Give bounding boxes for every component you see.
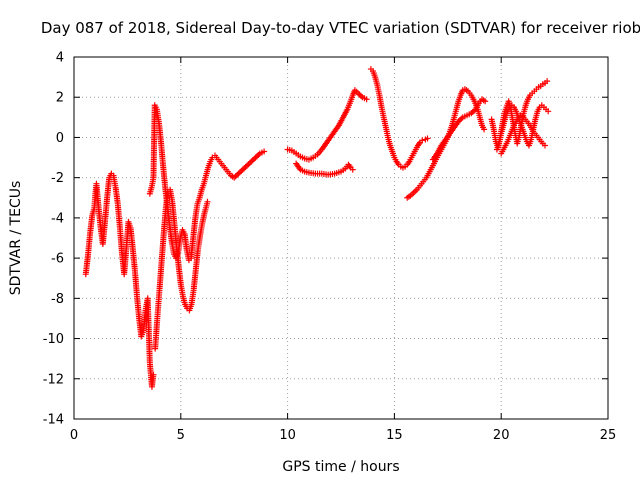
series-6	[367, 66, 431, 171]
data-points	[82, 66, 552, 390]
series-3	[152, 186, 211, 352]
data-point	[150, 371, 157, 378]
data-point	[481, 126, 488, 133]
x-tick-label: 10	[279, 428, 296, 443]
y-tick-label: -14	[43, 413, 64, 428]
series-2	[146, 102, 268, 264]
plot-frame	[73, 56, 609, 420]
axis-ticks	[73, 56, 609, 420]
y-tick-labels: -14 -12 -10 -8 -6 -4 -2 0 2 4	[43, 51, 64, 428]
y-tick-label: -2	[51, 171, 64, 186]
data-point	[544, 78, 551, 85]
data-point	[419, 137, 426, 144]
x-tick-label: 20	[493, 428, 510, 443]
data-point	[482, 98, 489, 105]
x-tick-label: 5	[177, 428, 185, 443]
data-point	[204, 198, 211, 205]
series-10	[493, 102, 552, 153]
series-1	[82, 170, 157, 390]
y-axis-label: SDTVAR / TECUs	[8, 181, 24, 296]
series-11	[498, 112, 548, 157]
series-8	[429, 96, 489, 163]
data-point	[541, 142, 548, 149]
y-tick-label: -4	[51, 211, 64, 226]
data-point	[349, 166, 356, 173]
y-tick-label: -6	[51, 252, 64, 267]
data-point	[545, 108, 552, 115]
y-tick-label: -10	[43, 332, 64, 347]
data-point	[363, 96, 370, 103]
y-tick-label: 0	[56, 131, 64, 146]
x-axis-label: GPS time / hours	[282, 459, 399, 475]
chart-title: Day 087 of 2018, Sidereal Day-to-day VTE…	[41, 19, 640, 37]
y-tick-label: 4	[56, 51, 64, 66]
y-tick-label: 2	[56, 91, 64, 106]
y-tick-label: -12	[43, 372, 64, 387]
series-5	[293, 160, 356, 178]
x-tick-label: 15	[386, 428, 403, 443]
data-point	[261, 148, 268, 155]
data-point	[424, 135, 431, 142]
series-4	[284, 87, 370, 163]
y-tick-label: -8	[51, 292, 64, 307]
x-tick-label: 25	[600, 428, 617, 443]
x-tick-labels: 0 5 10 15 20 25	[70, 428, 616, 443]
x-tick-label: 0	[70, 428, 78, 443]
